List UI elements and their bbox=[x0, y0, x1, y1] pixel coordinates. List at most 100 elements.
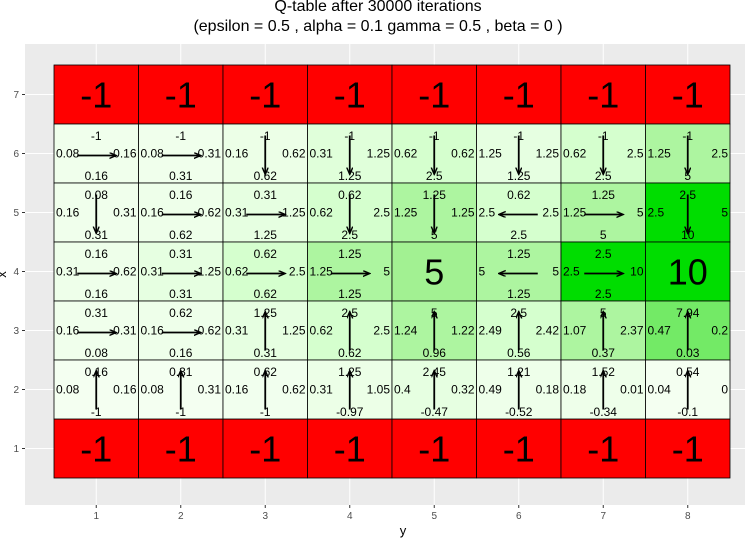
q-right-label: 5 bbox=[721, 206, 728, 220]
q-down-label: 5 bbox=[431, 228, 438, 242]
q-right-label: 0.31 bbox=[113, 206, 137, 220]
q-down-label: 0.31 bbox=[169, 287, 193, 301]
y-tick-label: 2 bbox=[13, 385, 19, 396]
q-cell bbox=[476, 182, 562, 243]
q-down-label: 0.31 bbox=[169, 169, 193, 183]
q-right-label: 1.05 bbox=[367, 383, 391, 397]
q-left-label: 1.25 bbox=[648, 147, 672, 161]
q-down-label: 0.16 bbox=[85, 169, 109, 183]
q-right-label: 0.62 bbox=[113, 265, 137, 279]
q-down-label: 0.16 bbox=[169, 346, 193, 360]
q-down-label: 0.62 bbox=[254, 287, 278, 301]
q-left-label: 2.5 bbox=[563, 265, 580, 279]
terminal-value-label: -1 bbox=[80, 429, 112, 470]
q-right-label: 2.5 bbox=[542, 206, 559, 220]
q-cell bbox=[138, 123, 224, 184]
q-left-label: 1.25 bbox=[310, 265, 334, 279]
x-tick-label: 5 bbox=[431, 511, 437, 522]
q-right-label: 0.62 bbox=[198, 324, 222, 338]
x-tick-label: 1 bbox=[93, 511, 99, 522]
x-tick-label: 6 bbox=[516, 511, 522, 522]
q-down-label: 0.37 bbox=[592, 346, 616, 360]
q-up-label: 0.62 bbox=[507, 188, 531, 202]
q-left-label: 0.31 bbox=[225, 324, 249, 338]
terminal-value-label: -1 bbox=[334, 429, 366, 470]
x-tick-label: 8 bbox=[685, 511, 691, 522]
q-right-label: 1.25 bbox=[536, 147, 560, 161]
q-right-label: 0.16 bbox=[113, 383, 137, 397]
q-down-label: 2.5 bbox=[426, 169, 443, 183]
q-down-label: 1.25 bbox=[338, 287, 362, 301]
terminal-value-label: -1 bbox=[334, 75, 366, 116]
q-left-label: 0.47 bbox=[648, 324, 672, 338]
q-right-label: 0.62 bbox=[282, 147, 306, 161]
q-up-label: 1.25 bbox=[592, 188, 616, 202]
q-left-label: 1.24 bbox=[394, 324, 418, 338]
q-left-label: 0.16 bbox=[56, 206, 80, 220]
q-left-label: 0.16 bbox=[56, 324, 80, 338]
y-tick-label: 3 bbox=[13, 326, 19, 337]
q-right-label: 0.62 bbox=[451, 147, 475, 161]
terminal-cell bbox=[645, 418, 731, 479]
q-left-label: 0.4 bbox=[394, 383, 411, 397]
q-down-label: 0.03 bbox=[676, 346, 700, 360]
q-left-label: 2.5 bbox=[479, 206, 496, 220]
q-right-label: 0.31 bbox=[113, 324, 137, 338]
terminal-cell bbox=[53, 418, 139, 479]
y-tick-label: 7 bbox=[13, 90, 19, 101]
q-up-label: 0.62 bbox=[169, 306, 193, 320]
terminal-cell bbox=[391, 418, 477, 479]
q-left-label: 0.62 bbox=[310, 206, 334, 220]
q-left-label: 0.31 bbox=[310, 147, 334, 161]
q-right-label: 0 bbox=[721, 383, 728, 397]
terminal-value-label: -1 bbox=[418, 75, 450, 116]
terminal-value-label: -1 bbox=[80, 75, 112, 116]
terminal-value-label: -1 bbox=[672, 429, 704, 470]
q-right-label: 2.5 bbox=[627, 147, 644, 161]
terminal-value-label: -1 bbox=[503, 75, 535, 116]
q-left-label: 1.07 bbox=[563, 324, 587, 338]
q-left-label: 0.08 bbox=[141, 147, 165, 161]
q-left-label: 0.16 bbox=[225, 147, 249, 161]
q-cell bbox=[560, 182, 646, 243]
q-cell bbox=[138, 300, 224, 361]
terminal-cell bbox=[560, 418, 646, 479]
q-right-label: 2.5 bbox=[373, 324, 390, 338]
terminal-cell bbox=[645, 64, 731, 125]
q-down-label: 0.31 bbox=[85, 228, 109, 242]
terminal-value-label: -1 bbox=[503, 429, 535, 470]
q-up-label: 0.16 bbox=[85, 247, 109, 261]
q-left-label: 1.25 bbox=[563, 206, 587, 220]
q-down-label: 1.25 bbox=[507, 169, 531, 183]
q-down-label: -0.97 bbox=[336, 405, 364, 419]
q-down-label: 0.62 bbox=[169, 228, 193, 242]
y-tick-label: 5 bbox=[13, 208, 19, 219]
q-cell bbox=[138, 241, 224, 302]
q-right-label: 0.01 bbox=[620, 383, 644, 397]
q-left-label: 0.04 bbox=[648, 383, 672, 397]
q-up-label: 0.16 bbox=[169, 188, 193, 202]
terminal-value-label: -1 bbox=[418, 429, 450, 470]
q-left-label: 0.31 bbox=[310, 383, 334, 397]
q-down-label: 0.62 bbox=[338, 346, 362, 360]
q-up-label: 0.62 bbox=[254, 247, 278, 261]
q-left-label: 0.31 bbox=[225, 206, 249, 220]
x-tick-label: 3 bbox=[262, 511, 268, 522]
terminal-cell bbox=[138, 418, 224, 479]
terminal-value-label: -1 bbox=[165, 75, 197, 116]
q-right-label: 5 bbox=[383, 265, 390, 279]
q-down-label: 2.5 bbox=[510, 228, 527, 242]
q-right-label: 0.18 bbox=[536, 383, 560, 397]
q-down-label: -1 bbox=[260, 405, 271, 419]
q-right-label: 0.16 bbox=[113, 147, 137, 161]
q-down-label: 0.16 bbox=[85, 287, 109, 301]
q-cell bbox=[307, 241, 393, 302]
q-down-label: -0.34 bbox=[590, 405, 618, 419]
q-left-label: 0.62 bbox=[563, 147, 587, 161]
q-down-label: -1 bbox=[91, 405, 102, 419]
q-cell bbox=[53, 300, 139, 361]
x-tick-label: 2 bbox=[178, 511, 184, 522]
q-left-label: 0.62 bbox=[225, 265, 249, 279]
q-left-label: 0.49 bbox=[479, 383, 503, 397]
